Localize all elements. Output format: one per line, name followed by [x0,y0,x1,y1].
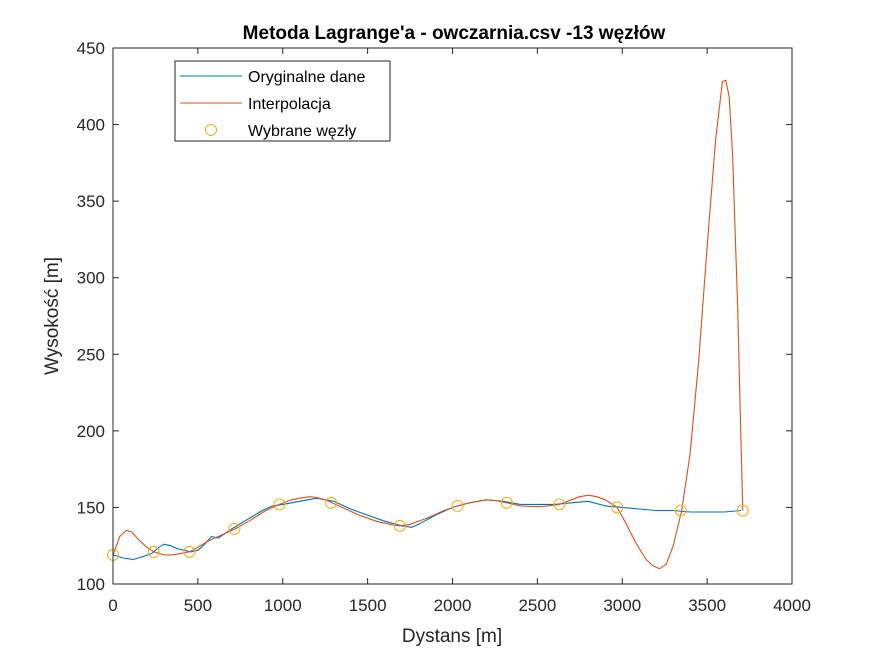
node-marker [393,519,406,532]
y-tick-label: 450 [77,39,105,58]
node-marker [451,499,464,512]
y-tick-label: 150 [77,498,105,517]
x-tick-label: 2000 [434,596,472,615]
legend-marker-swatch [204,123,218,137]
node-marker [674,504,687,517]
y-tick-label: 100 [77,575,105,594]
legend-label: Interpolacja [248,96,331,113]
node-marker [553,498,566,511]
x-tick-label: 3500 [688,596,726,615]
x-tick-label: 1500 [349,596,387,615]
y-tick-label: 400 [77,116,105,135]
x-tick-label: 3000 [603,596,641,615]
legend-box [174,60,391,142]
node-marker [183,545,196,558]
series-layer [113,79,744,570]
x-tick-label: 4000 [773,596,811,615]
y-axis-label: Wysokość [m] [42,257,63,375]
node-marker [147,545,160,558]
y-tick-label: 350 [77,192,105,211]
node-marker [611,501,624,514]
x-tick-label: 500 [184,596,212,615]
node-marker [325,496,338,509]
node-marker [736,504,749,517]
legend-label: Oryginalne dane [248,69,366,86]
legend-label: Wybrane węzły [248,123,356,140]
x-tick-label: 0 [108,596,117,615]
node-marker [273,498,286,511]
x-tick-label: 2500 [518,596,556,615]
node-marker [500,496,513,509]
y-tick-label: 200 [77,422,105,441]
x-tick-label: 1000 [264,596,302,615]
legend: Oryginalne dane Interpolacja Wybrane węzły [174,60,391,142]
x-axis-label: Dystans [m] [402,626,502,647]
y-tick-label: 300 [77,269,105,288]
legend-items: Oryginalne dane Interpolacja Wybrane węzły [180,69,366,140]
series-line-1 [113,79,744,570]
chart-title: Metoda Lagrange'a - owczarnia.csv -13 wę… [243,23,666,44]
marker-layer [106,496,749,561]
y-tick-label: 250 [77,345,105,364]
node-marker [228,522,241,535]
tick-layer: 0 500 1000 1500 2000 2500 3000 3500 4000 100 150 20… [77,39,811,615]
series-line-0 [113,497,742,561]
